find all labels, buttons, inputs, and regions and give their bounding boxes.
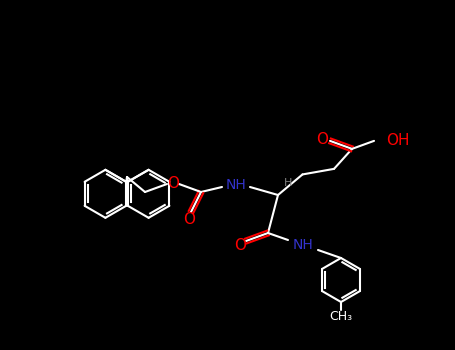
Text: NH: NH [226, 178, 246, 192]
Text: OH: OH [386, 133, 410, 148]
Text: NH: NH [293, 238, 313, 252]
Text: H: H [284, 178, 292, 188]
Text: O: O [183, 212, 195, 228]
Text: O: O [234, 238, 246, 253]
Text: CH₃: CH₃ [329, 309, 353, 322]
Text: O: O [167, 176, 179, 191]
Text: O: O [316, 132, 328, 147]
